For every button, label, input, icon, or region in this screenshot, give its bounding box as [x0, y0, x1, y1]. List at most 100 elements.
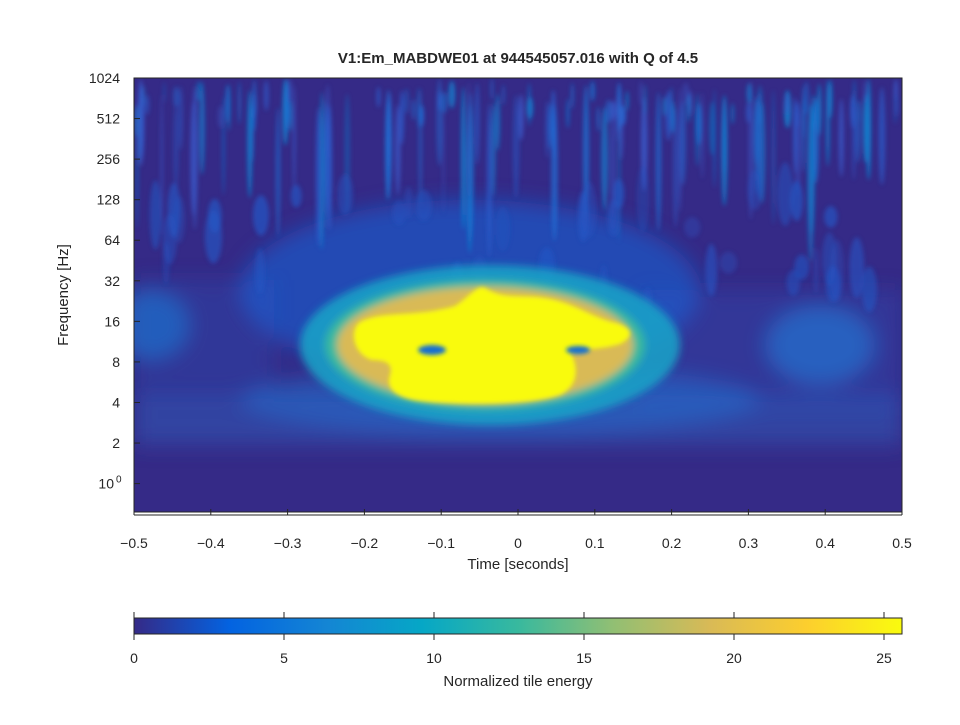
noise-streak — [747, 169, 763, 211]
noise-streak — [605, 99, 612, 124]
noise-streak — [861, 266, 877, 313]
noise-streak — [287, 78, 293, 103]
noise-streak — [486, 102, 492, 258]
noise-streak — [662, 96, 667, 117]
noise-streak — [807, 103, 815, 262]
noise-streak — [705, 243, 718, 296]
noise-streak — [502, 84, 505, 106]
colorbar-label: Normalized tile energy — [443, 673, 593, 690]
y-tick-exponent: 0 — [116, 475, 122, 486]
noise-streak — [207, 198, 222, 233]
noise-streak — [790, 180, 803, 222]
noise-streak — [491, 102, 496, 197]
noise-streak — [695, 102, 702, 146]
x-tick-label: −0.2 — [351, 535, 379, 551]
noise-streak — [149, 180, 162, 250]
noise-streak — [679, 100, 687, 186]
noise-streak — [385, 89, 392, 199]
x-axis-ticks: −0.5 −0.4 −0.3 −0.2 −0.1 0 0.1 0.2 0.3 0.4 0.5 — [120, 509, 912, 551]
y-tick-label: 512 — [97, 111, 121, 127]
colorbar-ticks: 0 5 10 15 20 25 — [130, 612, 892, 666]
noise-streak — [794, 254, 810, 280]
noise-streak — [719, 251, 737, 274]
noise-streak — [448, 80, 456, 109]
colorbar-tick-label: 15 — [576, 650, 592, 666]
noise-streak — [196, 80, 201, 102]
noise-streaks — [134, 78, 900, 330]
y-tick-label: 256 — [97, 151, 121, 167]
x-tick-label: 0.4 — [815, 535, 835, 551]
noise-streak — [255, 248, 265, 295]
noise-streak — [771, 89, 776, 225]
colorbar-tick-label: 0 — [130, 650, 138, 666]
noise-streak — [419, 104, 424, 127]
noise-streak — [672, 107, 679, 228]
noise-streak — [730, 103, 735, 125]
y-tick-label: 4 — [112, 394, 120, 410]
noise-streak — [415, 190, 432, 221]
spectrogram — [134, 78, 902, 512]
noise-streak — [292, 85, 296, 195]
noise-streak — [824, 206, 838, 228]
noise-streak — [794, 102, 800, 129]
x-tick-label: 0.1 — [585, 535, 605, 551]
noise-streak — [144, 94, 150, 115]
noise-streak — [490, 78, 494, 101]
y-tick-label: 1024 — [89, 70, 120, 86]
noise-streak — [721, 94, 728, 207]
noise-streak — [802, 97, 807, 139]
event-notch — [566, 346, 590, 354]
noise-streak — [684, 217, 701, 238]
noise-streak — [404, 186, 413, 219]
noise-streak — [160, 94, 163, 235]
noise-streak — [566, 98, 570, 129]
noise-streak — [669, 86, 674, 134]
x-tick-label: 0.2 — [662, 535, 682, 551]
x-tick-label: −0.4 — [197, 535, 225, 551]
noise-streak — [495, 93, 501, 151]
noise-streak — [610, 100, 617, 121]
noise-streak — [607, 199, 621, 237]
noise-streak — [137, 79, 145, 167]
noise-streak — [392, 200, 406, 225]
x-tick-label: 0.5 — [892, 535, 912, 551]
y-tick-label: 16 — [104, 313, 120, 329]
x-tick-label: 0.3 — [739, 535, 759, 551]
noise-streak — [589, 81, 596, 102]
colorbar-tick-label: 5 — [280, 650, 288, 666]
y-tick-label: 32 — [104, 273, 120, 289]
y-tick-label: 8 — [112, 354, 120, 370]
x-tick-label: −0.3 — [274, 535, 302, 551]
noise-streak — [777, 162, 794, 226]
noise-streak — [601, 106, 609, 211]
noise-streak — [404, 88, 410, 114]
noise-streak — [512, 94, 520, 199]
noise-streak — [817, 83, 822, 136]
noise-streak — [376, 86, 381, 108]
noise-streak — [518, 94, 524, 141]
noise-streak — [315, 106, 322, 247]
colorbar-gradient — [133, 617, 903, 635]
y-tick-label: 128 — [97, 192, 121, 208]
noise-streak — [467, 81, 470, 199]
event-core — [353, 287, 630, 404]
noise-streak — [199, 81, 205, 175]
noise-streak — [247, 90, 253, 198]
colorbar-tick-label: 10 — [426, 650, 442, 666]
noise-streak — [850, 98, 855, 122]
noise-streak — [752, 98, 760, 166]
noise-streak — [441, 91, 448, 114]
noise-streak — [337, 174, 354, 216]
noise-streak — [436, 78, 443, 166]
noise-streak — [289, 99, 293, 132]
noise-streak — [746, 102, 751, 123]
noise-streak — [613, 178, 625, 210]
noise-streak — [825, 79, 830, 167]
noise-streak — [224, 84, 230, 123]
noise-streak — [822, 232, 837, 287]
y-axis-label: Frequency [Hz] — [55, 244, 72, 346]
x-axis-label: Time [seconds] — [467, 556, 568, 573]
colorbar-tick-label: 20 — [726, 650, 742, 666]
noise-streak — [326, 104, 333, 231]
noise-streak — [238, 81, 241, 125]
